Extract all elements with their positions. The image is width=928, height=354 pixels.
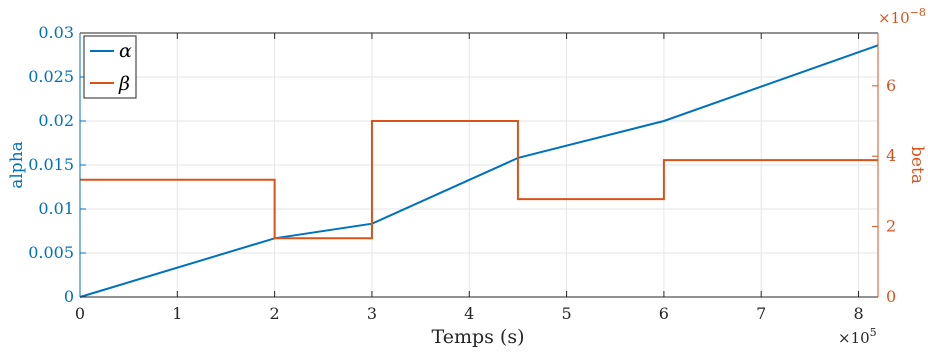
series-line-beta [80, 120, 878, 240]
right-exponent-label: ×10−8 [878, 6, 926, 27]
x-tick-label: 8 [853, 304, 863, 323]
left-tick-label: 0.005 [28, 243, 74, 262]
right-tick-label: 0 [886, 287, 896, 306]
legend-label-alpha: α [119, 40, 132, 62]
x-tick-label: 0 [75, 304, 85, 323]
x-tick-label: 6 [659, 304, 669, 323]
series-line-alpha [79, 44, 879, 298]
right-exponent-power: −8 [910, 6, 926, 19]
left-tick-label: 0.03 [38, 23, 74, 42]
legend-label-beta: β [118, 73, 130, 95]
right-exponent-base: ×10 [878, 9, 910, 27]
x-exponent-base: ×10 [838, 329, 870, 347]
x-tick-label: 1 [172, 304, 182, 323]
left-tick-label: 0.01 [38, 199, 74, 218]
x-exponent-label: ×105 [838, 326, 877, 347]
right-tick-label: 4 [886, 146, 896, 165]
series-layer [79, 44, 879, 298]
x-tick-label: 3 [367, 304, 377, 323]
legend: α β [83, 35, 137, 99]
left-axis-label: alpha [7, 141, 27, 189]
left-tick-label: 0.02 [38, 111, 74, 130]
right-tick-label: 6 [886, 76, 896, 95]
right-tick-label: 2 [886, 217, 896, 236]
legend-box [83, 35, 137, 99]
grid-layer [79, 32, 878, 298]
x-tick-label: 2 [270, 304, 280, 323]
x-tick-label: 7 [756, 304, 766, 323]
x-tick-label: 4 [464, 304, 474, 323]
x-axis-label: Temps (s) [432, 326, 525, 348]
axes-layer: 0 1 2 3 4 5 6 7 8 0 0.005 0.01 0.015 0.02 0.025 0.03 0 2 4… [28, 23, 896, 323]
left-tick-label: 0.025 [28, 67, 74, 86]
left-tick-label: 0 [64, 287, 74, 306]
left-tick-label: 0.015 [28, 155, 74, 174]
x-exponent-power: 5 [870, 326, 877, 339]
x-tick-label: 5 [561, 304, 571, 323]
right-axis-label: beta [907, 146, 927, 184]
